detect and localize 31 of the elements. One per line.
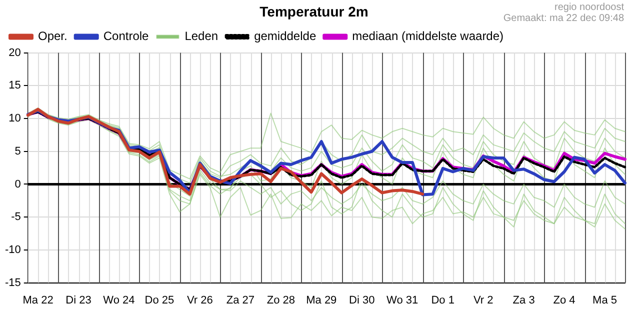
y-tick-label: 5 [14, 145, 21, 158]
x-tick-label: Wo 24 [103, 294, 135, 306]
y-tick-label: -5 [11, 211, 21, 224]
text: regio noordoost [554, 2, 624, 13]
x-tick-label: Zo 4 [553, 294, 576, 306]
chart-title: Temperatuur 2m [260, 3, 368, 20]
x-tick-label: Vr 2 [473, 294, 494, 306]
legend-label: Controle [103, 29, 150, 44]
x-tick-label: Di 23 [66, 294, 92, 306]
text: Gemaakt: ma 22 dec 09:48 [503, 12, 624, 24]
x-tick-label: Vr 26 [187, 294, 213, 306]
legend-label: gemiddelde [254, 29, 316, 44]
y-tick-label: 20 [8, 46, 21, 59]
y-tick-label: -10 [4, 244, 21, 256]
x-tick-label: Di 30 [349, 294, 375, 306]
legend-label: mediaan (middelste waarde) [352, 29, 504, 44]
x-tick-label: Ma 22 [22, 294, 54, 306]
y-tick-label: -15 [4, 276, 21, 289]
x-tick-label: Wo 31 [386, 294, 418, 306]
x-tick-label: Ma 29 [306, 294, 337, 306]
x-tick-label: Do 25 [144, 294, 174, 306]
legend-label: Oper. [38, 29, 68, 44]
y-tick-label: 0 [14, 178, 21, 190]
x-tick-label: Za 27 [226, 294, 254, 306]
x-tick-label: Ma 5 [592, 294, 617, 306]
x-tick-label: Za 3 [512, 294, 535, 306]
x-tick-label: Zo 28 [266, 294, 295, 306]
y-tick-label: 10 [8, 112, 21, 125]
y-tick-label: 15 [8, 80, 21, 92]
legend-label: Leden [184, 29, 218, 44]
x-tick-label: Do 1 [431, 294, 454, 306]
